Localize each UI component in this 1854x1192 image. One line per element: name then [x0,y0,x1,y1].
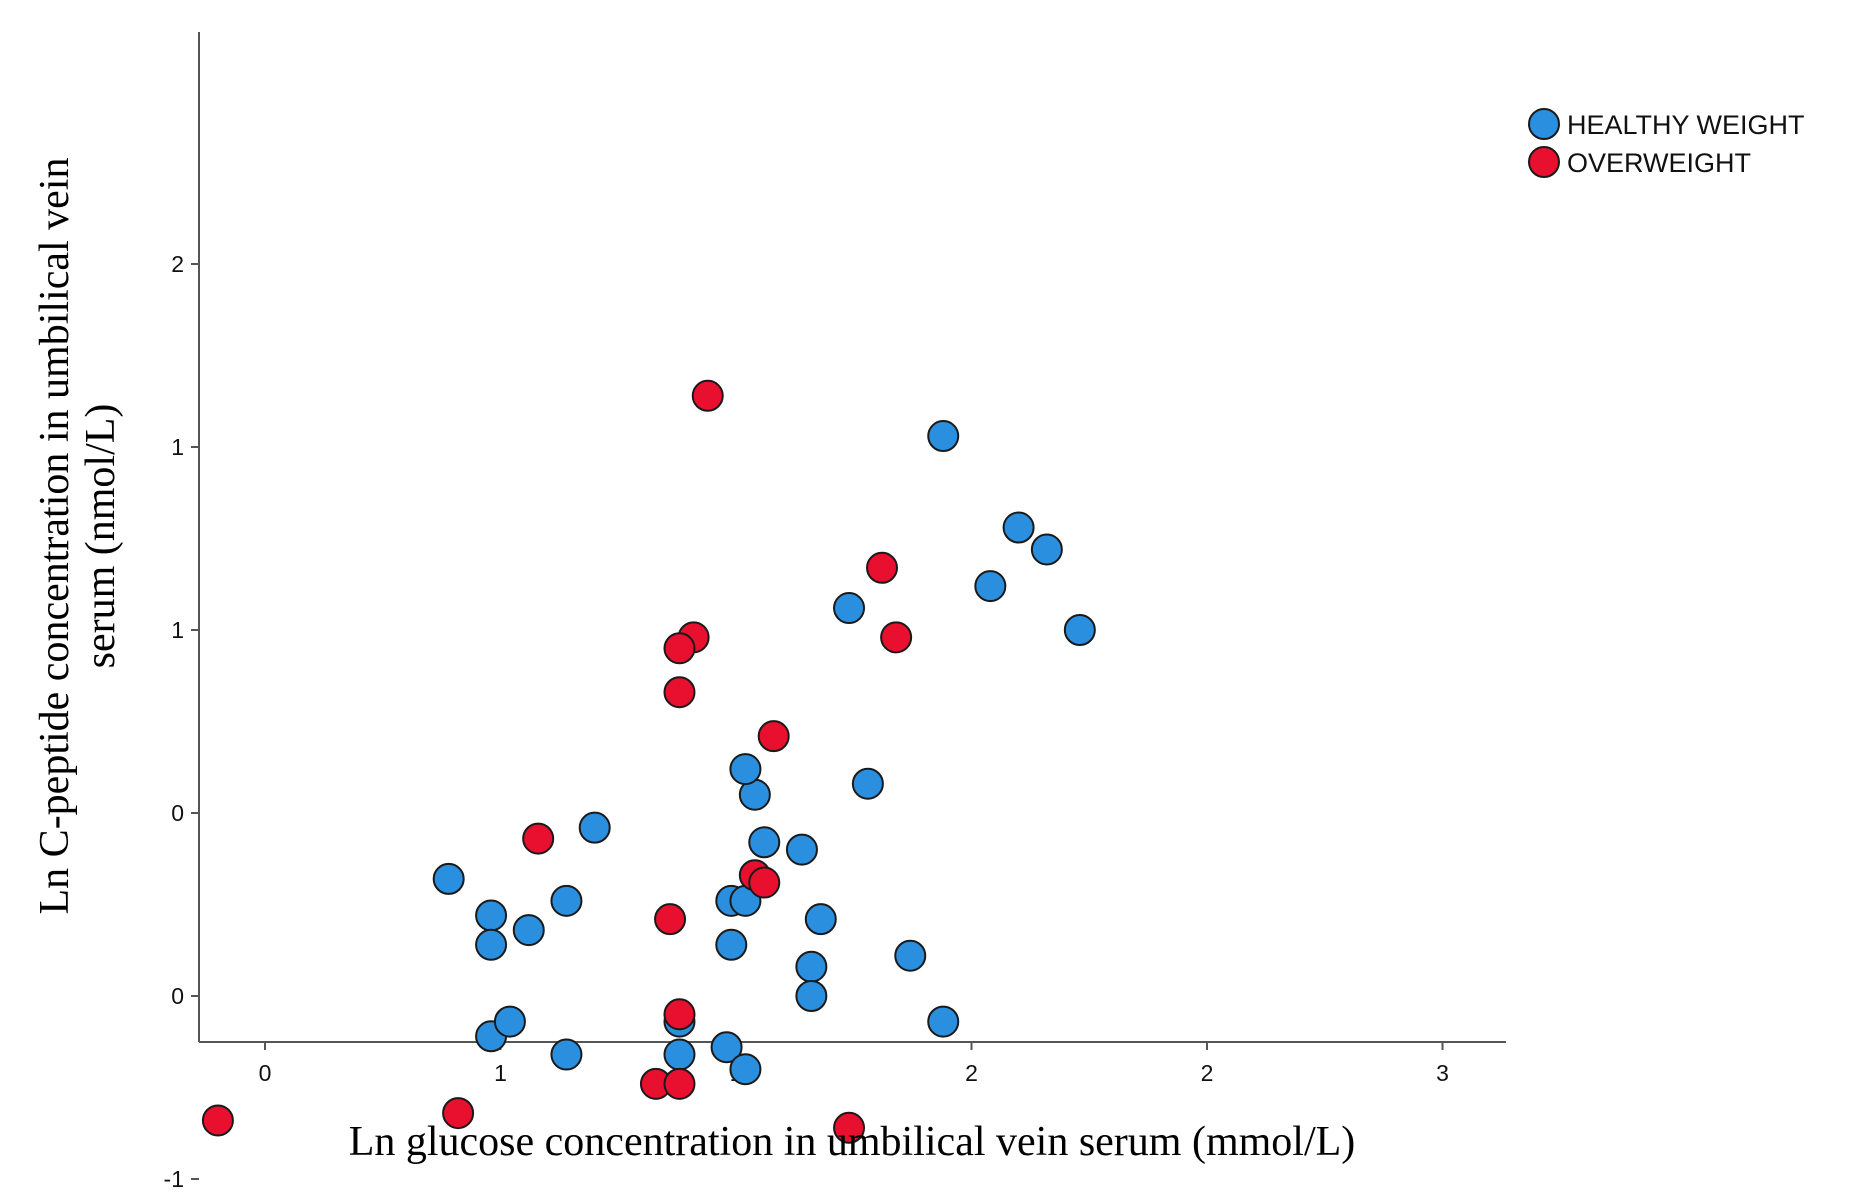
point-healthy-weight [729,1053,762,1086]
y-tick-label: -1 [164,1166,184,1192]
point-healthy-weight [550,1038,583,1071]
point-healthy-weight [1030,533,1063,566]
y-axis-title: Ln C-peptide concentration in umbilical … [32,158,124,915]
x-tick-labels: 011223 [259,1042,1449,1086]
y-axis-title-line-2: serum (nmol/L) [78,404,124,669]
point-healthy-weight [578,811,611,844]
point-overweight [442,1097,475,1130]
y-tick-label: 0 [171,800,184,826]
point-overweight [757,720,790,753]
y-tick-label: 0 [171,983,184,1009]
point-overweight [880,621,913,654]
point-healthy-weight [851,767,884,800]
point-healthy-weight [927,420,960,453]
point-healthy-weight [715,928,748,961]
point-healthy-weight [785,833,818,866]
point-overweight [748,866,781,899]
point-healthy-weight [710,1031,743,1064]
point-overweight [866,551,899,584]
legend-label-overweight: OVERWEIGHT [1567,148,1751,178]
legend-marker-healthy-weight [1528,108,1560,140]
x-tick-label: 3 [1436,1060,1449,1086]
point-healthy-weight [550,884,583,917]
point-healthy-weight [833,592,866,625]
point-healthy-weight [1063,614,1096,646]
point-healthy-weight [974,570,1007,603]
data-points [201,379,1096,1144]
point-healthy-weight [432,862,465,895]
point-overweight [663,998,696,1031]
point-overweight [201,1104,234,1137]
x-axis-title: Ln glucose concentration in umbilical ve… [349,1119,1356,1165]
point-healthy-weight [795,980,828,1012]
legend-marker-overweight [1528,146,1560,178]
point-overweight [663,632,696,665]
point-healthy-weight [1002,511,1035,544]
legend: HEALTHY WEIGHT OVERWEIGHT [1528,108,1805,178]
point-healthy-weight [927,1005,960,1038]
point-healthy-weight [493,1005,526,1038]
axes [198,32,1506,1043]
x-tick-label: 0 [259,1060,272,1086]
point-healthy-weight [894,939,927,972]
point-healthy-weight [729,753,762,786]
point-healthy-weight [475,928,508,961]
point-overweight [522,822,555,855]
point-healthy-weight [804,903,837,936]
x-tick-label: 1 [494,1060,507,1086]
y-axis-title-line-1: Ln C-peptide concentration in umbilical … [32,158,78,915]
x-tick-label: 2 [1201,1060,1214,1086]
y-tick-labels: -1 0 0 1 1 2 [164,251,199,1192]
point-healthy-weight [748,826,781,859]
point-overweight [663,676,696,709]
y-tick-label: 1 [171,617,184,643]
x-tick-label: 2 [965,1060,978,1086]
point-overweight [833,1111,866,1144]
point-overweight [663,1067,696,1100]
y-tick-label: 2 [171,251,184,277]
point-healthy-weight [475,899,508,932]
y-tick-label: 1 [171,434,184,460]
point-overweight [654,903,687,936]
legend-label-healthy-weight: HEALTHY WEIGHT [1567,110,1805,140]
point-overweight [691,379,724,412]
point-healthy-weight [663,1038,696,1071]
point-healthy-weight [512,914,545,947]
point-healthy-weight [795,950,828,983]
